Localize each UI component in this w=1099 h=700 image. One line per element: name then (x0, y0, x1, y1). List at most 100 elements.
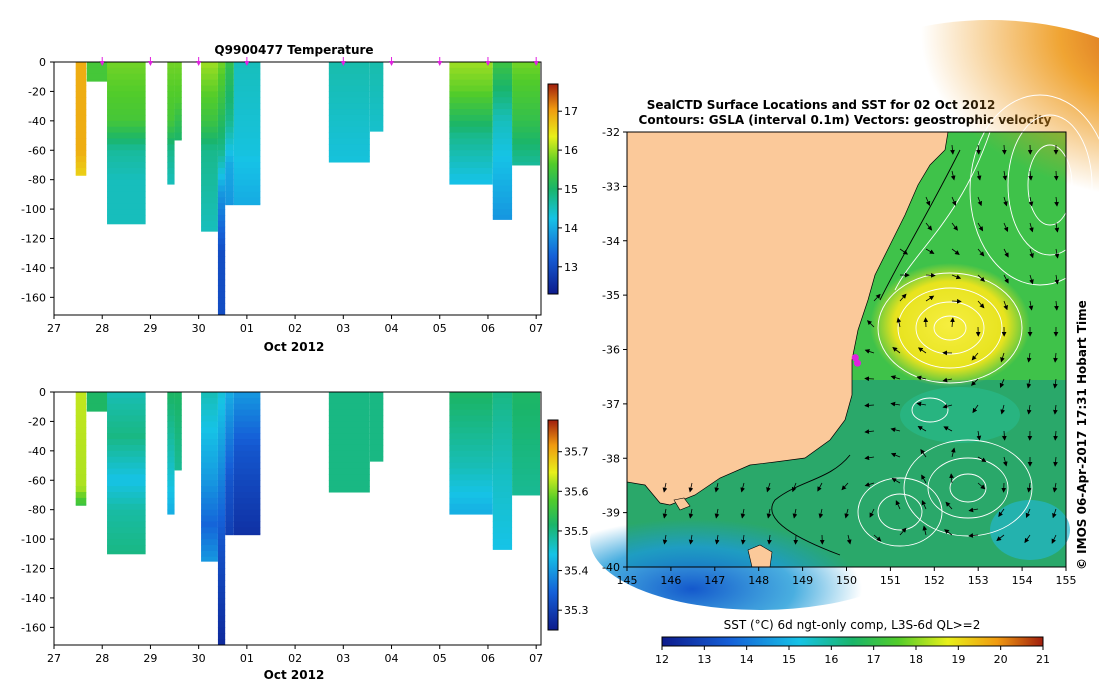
profile-cell (492, 97, 513, 104)
profile-cell (492, 468, 513, 475)
profile-cell (107, 521, 146, 528)
profile-cell (492, 450, 513, 458)
velocity-vector (943, 426, 953, 432)
profile-cell (174, 126, 182, 134)
profile-cell (449, 179, 493, 185)
profile-cell (217, 309, 226, 316)
lon-tick-label: 154 (1012, 574, 1033, 587)
profile-cell (167, 433, 175, 440)
profile-cell (75, 503, 87, 506)
profile-cell (217, 185, 226, 192)
velocity-vector (951, 274, 962, 280)
profile-cell (75, 150, 87, 157)
y-tick-label: -100 (21, 203, 46, 216)
velocity-vector (1054, 248, 1060, 259)
profile-cell (167, 462, 175, 469)
profile-marker (244, 61, 250, 66)
x-tick-label: 30 (192, 322, 206, 335)
profile-cell (233, 527, 261, 534)
profile-cell (217, 486, 226, 493)
profile-cell (369, 91, 384, 98)
sst-colorbar-tick-label: 17 (867, 653, 881, 666)
profile-cell (201, 79, 218, 87)
lat-tick-label: -39 (602, 507, 620, 520)
temperature-plot-frame (53, 61, 542, 316)
profile-cell (167, 132, 175, 139)
profile-cell (201, 73, 218, 81)
velocity-vector (714, 508, 720, 519)
profile-cell (225, 427, 234, 434)
profile-column (75, 62, 87, 176)
velocity-vector (925, 295, 935, 302)
x-tick-label: 07 (529, 652, 543, 665)
wilsons-promontory (673, 497, 691, 511)
profile-cell (225, 150, 234, 157)
profile-cell (107, 462, 146, 469)
profile-cell (174, 138, 182, 141)
profile-cell (449, 103, 493, 110)
profile-cell (107, 474, 146, 481)
velocity-vector (688, 508, 694, 519)
velocity-vector (1026, 378, 1032, 389)
velocity-vector (921, 474, 927, 484)
profile-cell (449, 503, 493, 511)
profile-column (512, 392, 541, 496)
profile-cell (449, 67, 493, 75)
profile-cell (167, 67, 175, 75)
profile-cell (328, 444, 370, 452)
profile-cell (201, 173, 218, 181)
velocity-vector (976, 144, 981, 155)
y-tick-label: -120 (21, 563, 46, 576)
profile-cell (233, 533, 261, 536)
profile-cell (225, 468, 234, 475)
profile-cell (328, 468, 370, 475)
profile-cell (167, 85, 175, 92)
profile-cell (201, 156, 218, 163)
lat-tick-label: -37 (602, 398, 620, 411)
profile-cell (225, 456, 234, 464)
profile-cell (217, 214, 226, 222)
map-latitude-axis: -32 -33 -34 -35 -36 -37 -38 -39 -40 (602, 126, 627, 574)
profile-cell (201, 214, 218, 222)
velocity-vector (951, 298, 962, 304)
profile-cell (328, 103, 370, 110)
velocity-vector (1054, 274, 1060, 285)
profile-cell (512, 403, 541, 411)
profile-cell (217, 167, 226, 175)
profile-column (86, 62, 109, 82)
profile-cell (233, 156, 261, 163)
velocity-vector (976, 170, 982, 181)
profile-cell (492, 503, 513, 511)
profile-cell (217, 450, 226, 458)
velocity-vector (1001, 144, 1007, 155)
profile-cell (233, 450, 261, 458)
velocity-vector (864, 429, 875, 434)
profile-cell (369, 79, 384, 87)
profile-cell (107, 185, 146, 192)
velocity-vector (1025, 508, 1031, 518)
y-tick-label: -140 (21, 262, 46, 275)
profile-cell (492, 214, 513, 220)
profile-cell (107, 468, 146, 475)
profile-cell (225, 450, 234, 458)
profile-column (512, 62, 541, 166)
profile-cell (512, 392, 541, 399)
profile-cell (86, 392, 109, 399)
profile-cell (369, 73, 384, 81)
y-tick-label: 0 (39, 386, 46, 399)
y-tick-label: -40 (28, 445, 46, 458)
profile-cell (512, 79, 541, 87)
profile-cell (201, 114, 218, 122)
velocity-vector (921, 500, 927, 510)
velocity-vector (925, 196, 931, 207)
velocity-vector (1003, 274, 1009, 284)
velocity-vector (1003, 248, 1009, 258)
profile-cell (328, 480, 370, 487)
profile-cell (75, 497, 87, 505)
profile-cell (107, 415, 146, 422)
velocity-vector (740, 482, 745, 493)
velocity-vector (890, 452, 901, 458)
colorbar-tick-label: 14 (564, 222, 578, 235)
profile-cell (512, 138, 541, 145)
profile-cell (449, 173, 493, 181)
